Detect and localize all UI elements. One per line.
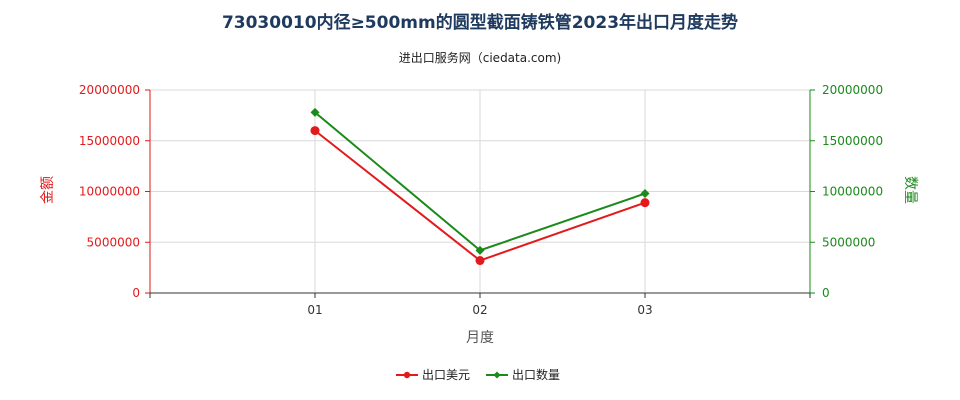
ticks: 0 5000000 10000000 15000000 20000000 0 5000000… xyxy=(79,83,883,317)
left-tick-label: 5000000 xyxy=(87,235,140,249)
data-point-export-qty xyxy=(640,189,650,199)
x-tick-label: 03 xyxy=(637,303,652,317)
right-axis-label: 数量 xyxy=(902,176,918,204)
series-layer xyxy=(310,107,650,266)
chart-subtitle: 进出口服务网（ciedata.com) xyxy=(399,50,561,65)
left-tick-label: 10000000 xyxy=(79,185,140,199)
legend: 出口美元 出口数量 xyxy=(396,367,560,382)
legend-marker-export-usd xyxy=(403,371,411,379)
chart-title: 73030010内径≥500mm的圆型截面铸铁管2023年出口月度走势 xyxy=(222,12,738,33)
left-tick-label: 20000000 xyxy=(79,83,140,97)
grid xyxy=(150,89,810,293)
legend-marker-export-qty xyxy=(493,371,501,379)
data-point-export-qty xyxy=(475,245,485,255)
left-axis-label: 金额 xyxy=(40,176,56,204)
x-tick-label: 01 xyxy=(307,303,322,317)
legend-item-export-qty: 出口数量 xyxy=(486,367,560,382)
right-tick-label: 5000000 xyxy=(822,235,875,249)
right-tick-label: 10000000 xyxy=(822,185,883,199)
left-tick-label: 15000000 xyxy=(79,134,140,148)
data-point-export-usd xyxy=(310,126,320,136)
legend-item-export-usd: 出口美元 xyxy=(396,368,470,382)
data-point-export-usd xyxy=(640,198,650,208)
right-tick-label: 15000000 xyxy=(822,134,883,148)
data-point-export-usd xyxy=(475,256,485,266)
left-tick-label: 0 xyxy=(132,286,140,300)
legend-label-export-usd: 出口美元 xyxy=(422,368,470,382)
data-point-export-qty xyxy=(310,107,320,117)
x-axis-label: 月度 xyxy=(466,330,494,346)
x-tick-label: 02 xyxy=(472,303,487,317)
legend-label-export-qty: 出口数量 xyxy=(512,367,560,382)
right-tick-label: 0 xyxy=(822,286,830,300)
right-tick-label: 20000000 xyxy=(822,83,883,97)
